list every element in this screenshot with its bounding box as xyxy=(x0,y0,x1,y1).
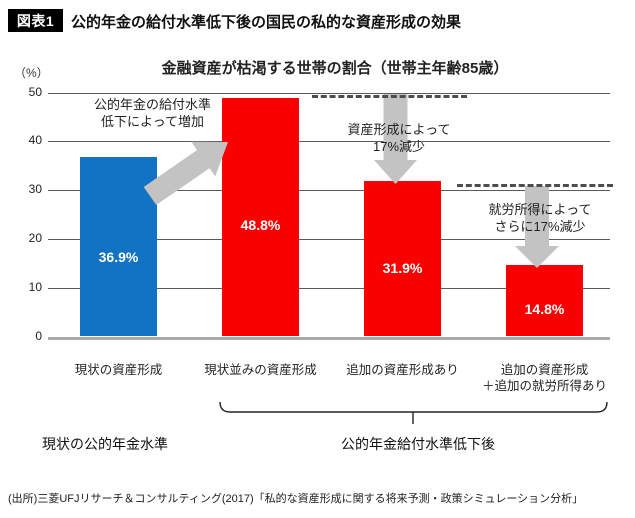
bar-value-label: 14.8% xyxy=(524,301,565,317)
y-axis-unit-label: （%） xyxy=(14,66,49,80)
source-note: (出所)三菱UFJリサーチ＆コンサルティング(2017)「私的な資産形成に関する… xyxy=(8,493,584,505)
y-tick-label: 20 xyxy=(28,231,42,246)
x-axis-label: 追加の資産形成 ＋追加の就労所得あり xyxy=(481,363,607,394)
bar xyxy=(364,181,441,336)
increase-arrow-icon xyxy=(143,141,228,205)
y-gridline xyxy=(48,288,610,290)
x-axis-label: 現状並みの資産形成 xyxy=(204,363,317,377)
bar xyxy=(80,156,157,336)
bar-value-label: 31.9% xyxy=(382,260,423,276)
group-label-current: 現状の公的年金水準 xyxy=(42,436,168,452)
y-gridline xyxy=(48,92,610,94)
bar xyxy=(222,98,299,336)
reference-dashed-line-2 xyxy=(457,184,613,187)
annotation-increase: 公的年金の給付水準 低下によって増加 xyxy=(93,97,211,129)
annotation-decrease-income: 就労所得によって さらに17%減少 xyxy=(488,202,592,234)
bar xyxy=(506,264,583,336)
decrease-arrow-2-icon xyxy=(515,186,559,268)
y-tick-label: 40 xyxy=(28,133,42,148)
chart-title: 金融資産が枯渇する世帯の割合（世帯主年齢85歳） xyxy=(161,60,509,77)
figure-title: 公的年金の給付水準低下後の国民の私的な資産形成の効果 xyxy=(71,14,462,31)
bar-value-label: 48.8% xyxy=(240,217,281,233)
y-tick-label: 50 xyxy=(28,84,42,99)
reference-dashed-line-1 xyxy=(312,95,467,98)
y-tick-label: 0 xyxy=(35,329,42,343)
y-gridline xyxy=(48,239,610,241)
group-label-lowered: 公的年金給付水準低下後 xyxy=(341,436,495,452)
decrease-arrow-1-icon xyxy=(374,94,417,184)
annotation-decrease-asset: 資産形成によって 17%減少 xyxy=(347,122,451,154)
group-bracket xyxy=(219,401,608,424)
x-axis-label: 現状の資産形成 xyxy=(74,363,163,377)
y-tick-label: 30 xyxy=(28,182,42,197)
y-tick-label: 10 xyxy=(28,280,42,295)
y-gridline xyxy=(48,337,610,340)
bar-value-label: 36.9% xyxy=(98,249,139,265)
x-axis-label: 追加の資産形成あり xyxy=(346,363,459,377)
y-gridline xyxy=(48,190,610,192)
y-gridline xyxy=(48,141,610,143)
figure-number-badge: 図表1 xyxy=(8,9,63,32)
